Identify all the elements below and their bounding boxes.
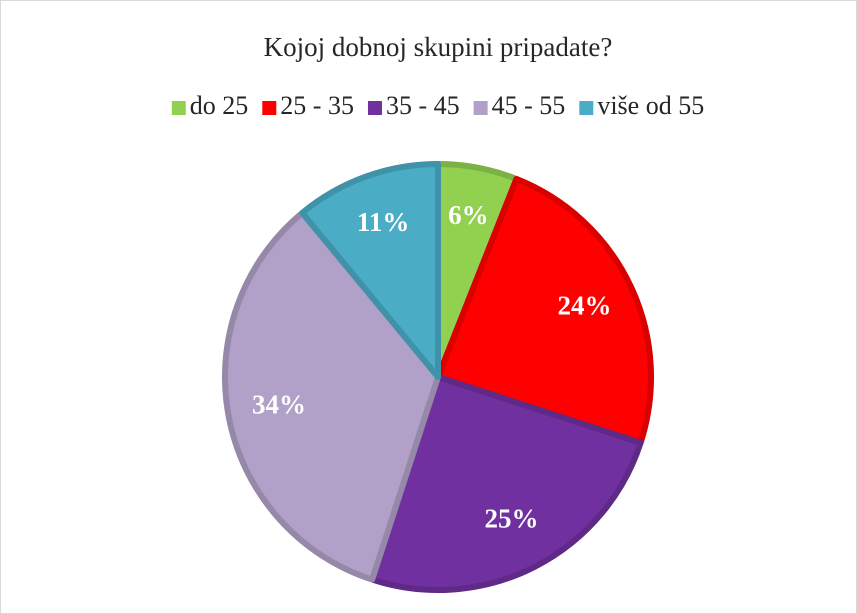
pie: 6% 24% 25% 34% 11% [222, 161, 654, 593]
legend-label: 45 - 55 [492, 91, 566, 120]
pie-slice [299, 161, 441, 380]
legend-item: do 25 [171, 91, 249, 120]
legend-swatch [367, 101, 382, 115]
legend-swatch [262, 101, 277, 115]
data-label: 25% [484, 503, 538, 533]
legend: do 25 25 - 35 35 - 45 45 - 55 više od 55 [171, 91, 704, 120]
legend-swatch [473, 101, 488, 115]
data-label: 24% [557, 290, 611, 320]
data-label: 6% [448, 200, 489, 230]
legend-label: 35 - 45 [386, 91, 460, 120]
legend-label: više od 55 [597, 91, 704, 120]
legend-swatch [579, 101, 594, 115]
data-label: 34% [252, 390, 306, 420]
chart-title: Kojoj dobnoj skupini pripadate? [264, 32, 613, 62]
legend-item: 25 - 35 [262, 91, 354, 120]
pie-slice [369, 374, 644, 593]
legend-label: 25 - 35 [280, 91, 354, 120]
legend-label: do 25 [190, 91, 249, 120]
pie-slice [222, 209, 441, 583]
legend-item: 45 - 55 [473, 91, 566, 120]
legend-swatch [171, 101, 186, 115]
pie-slice [435, 175, 654, 446]
legend-item: više od 55 [579, 91, 704, 120]
data-label: 11% [357, 207, 410, 237]
legend-item: 35 - 45 [367, 91, 460, 120]
